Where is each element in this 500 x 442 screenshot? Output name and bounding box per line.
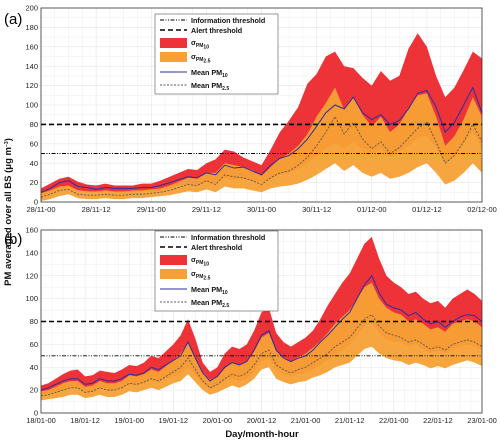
- y-tick-label: 100: [25, 294, 38, 303]
- y-axis-label: PM averaged over all BS (μg m−3): [3, 138, 14, 286]
- legend-info-label-b: Information threshold: [191, 233, 265, 242]
- means-b: [40, 274, 483, 397]
- legend-mean25-label-a: Mean PM2.5: [191, 81, 229, 92]
- y-tick-label: 100: [25, 101, 38, 110]
- x-tick-label: 30/11-12: [302, 205, 331, 214]
- y-tick-label: 180: [25, 23, 38, 32]
- panel-b: 0 20 40 60 80 100 120 140 160 18/01-00 18/01-12 19/…: [4, 226, 497, 425]
- x-tick-label: 01/12-12: [412, 205, 442, 214]
- y-tick-label: 20: [30, 178, 38, 187]
- sigma-pm25-band: [41, 87, 482, 202]
- x-tick-label: 21/01-00: [291, 416, 321, 425]
- y-tick-label: 0: [34, 198, 38, 207]
- plot-frame-a: [40, 7, 483, 203]
- legend-sigma10-label-a: σPM10: [191, 38, 209, 51]
- x-tick-label: 22/01-12: [423, 416, 453, 425]
- panel-label-b: (b): [4, 231, 22, 248]
- y-tick-label: 40: [30, 159, 38, 168]
- legend-sigma25-swatch-b: [160, 269, 187, 279]
- x-tick-label: 29/11-00: [137, 205, 166, 214]
- legend-sigma10-swatch-a: [160, 38, 187, 48]
- thresholds-b: [41, 320, 482, 357]
- sigma-pm25-band: [41, 282, 482, 401]
- x-tick-label: 28/11-00: [26, 205, 55, 214]
- legend-mean25-label-b: Mean PM2.5: [191, 298, 229, 309]
- mean-pm10-line: [40, 86, 483, 193]
- legend-sigma10-label-b: σPM10: [191, 255, 209, 268]
- legend-mean10-label-a: Mean PM10: [191, 68, 228, 79]
- ticks-b: 0 20 40 60 80 100 120 140 160 18/01-00 18/01-12 19/…: [25, 226, 496, 425]
- x-tick-label: 30/11-00: [247, 205, 276, 214]
- legend-a: Information threshold Alert threshold σP…: [154, 13, 279, 95]
- y-tick-label: 40: [30, 363, 38, 372]
- x-tick-label: 01/12-00: [357, 205, 387, 214]
- x-tick-label: 19/01-00: [114, 416, 144, 425]
- x-tick-label: 18/01-12: [70, 416, 100, 425]
- x-tick-label: 29/11-12: [192, 205, 221, 214]
- legend-mean10-label-b: Mean PM10: [191, 285, 228, 296]
- x-tick-label: 20/01-12: [247, 416, 277, 425]
- legend-sigma25-label-a: σPM2.5: [191, 52, 211, 65]
- panel-label-a: (a): [4, 11, 22, 28]
- mean-pm25-line: [40, 314, 483, 397]
- legend-sigma25-label-b: σPM2.5: [191, 269, 211, 282]
- means-a: [40, 86, 483, 198]
- y-tick-label: 160: [25, 226, 38, 235]
- mean-pm10-line: [40, 274, 483, 391]
- legend-alert-label-a: Alert threshold: [191, 26, 242, 35]
- y-tick-label: 20: [30, 386, 38, 395]
- thresholds-a: [41, 123, 482, 154]
- y-tick-label: 80: [30, 317, 38, 326]
- x-tick-label: 23/01-00: [467, 416, 497, 425]
- legend-box-b: [154, 230, 279, 312]
- y-tick-label: 120: [25, 271, 38, 280]
- y-tick-label: 60: [30, 139, 38, 148]
- y-tick-label: 160: [25, 42, 38, 51]
- bands-a: [41, 33, 482, 202]
- legend-info-label-a: Information threshold: [191, 16, 265, 25]
- y-tick-label: 140: [25, 248, 38, 257]
- y-tick-label: 120: [25, 81, 38, 90]
- x-tick-label: 21/01-12: [335, 416, 365, 425]
- legend-b: Information threshold Alert threshold σP…: [154, 230, 279, 312]
- panel-a: 0 20 40 60 80 100 120 140 160 180 200 28/11-00 28/11…: [4, 4, 497, 214]
- x-axis-label: Day/month-hour: [225, 429, 299, 440]
- x-tick-label: 20/01-00: [203, 416, 233, 425]
- y-tick-label: 80: [30, 120, 38, 129]
- x-tick-label: 18/01-00: [26, 416, 56, 425]
- y-tick-label: 60: [30, 340, 38, 349]
- legend-sigma10-swatch-b: [160, 255, 187, 265]
- legend-alert-label-b: Alert threshold: [191, 243, 242, 252]
- x-tick-label: 19/01-12: [158, 416, 188, 425]
- mean-pm25-line: [40, 115, 483, 198]
- y-tick-label: 140: [25, 62, 38, 71]
- legend-sigma25-swatch-a: [160, 52, 187, 62]
- plot-frame-b: [40, 229, 483, 414]
- x-tick-label: 22/01-00: [379, 416, 409, 425]
- x-tick-label: 02/12-00: [467, 205, 497, 214]
- x-tick-label: 28/11-12: [82, 205, 111, 214]
- y-tick-label: 0: [34, 409, 38, 418]
- ticks-a: 0 20 40 60 80 100 120 140 160 180 200 28/11-00 28/11…: [25, 4, 496, 214]
- y-tick-label: 200: [25, 4, 38, 13]
- sigma-pm10-band: [41, 33, 482, 197]
